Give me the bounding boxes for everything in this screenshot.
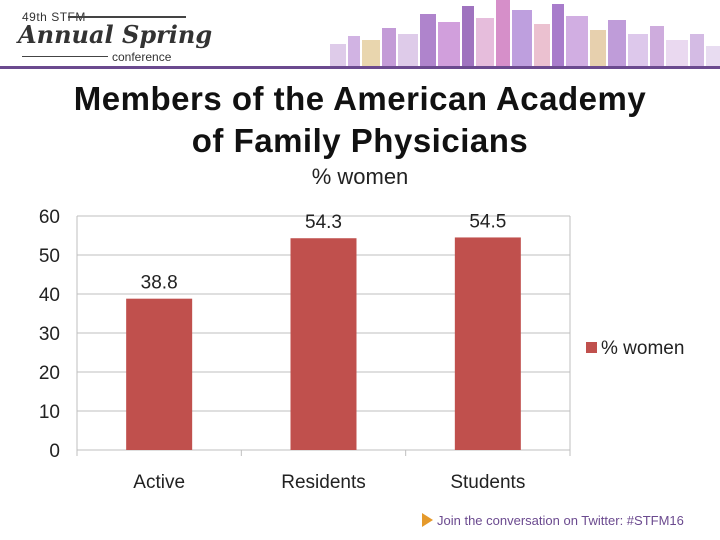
y-tick-label: 20 [39,363,60,384]
logo-edition: 49th STFM [22,10,86,24]
page-title-line-2: of Family Physicians [191,122,529,159]
y-axis: 0 10 20 30 40 50 60 [39,207,571,462]
chart-title: % women [312,164,409,189]
y-tick-label: 30 [39,324,60,345]
bar [290,238,357,450]
y-tick-label: 50 [39,246,60,267]
logo-name: Annual Spring [18,20,213,49]
legend: % women [586,338,684,359]
y-tick-label: 40 [39,285,60,306]
page-title-line-1: Members of the American Academy [73,80,647,117]
page-title: Members of the American Academy of Famil… [20,78,700,162]
legend-swatch [586,342,597,353]
data-label: 38.8 [141,273,178,294]
bar [126,298,193,450]
x-tick-label: Residents [281,472,366,493]
x-axis: Active Residents Students [76,450,571,493]
play-arrow-icon [422,513,433,527]
x-tick-label: Students [450,472,525,493]
data-label: 54.5 [469,211,506,232]
header-rule [0,66,720,69]
city-skyline-graphic [330,0,720,66]
y-tick-label: 60 [39,207,60,228]
logo-divider [68,16,186,18]
y-tick-label: 10 [39,402,60,423]
logo-divider-lower [22,56,108,57]
header: 49th STFM Annual Spring conference [0,0,720,72]
bar-chart: % women 0 10 20 30 40 50 60 38.8 54.3 54.5 Activ… [39,164,685,493]
bars: 38.8 54.3 54.5 [126,211,521,450]
bar [454,237,521,450]
x-tick-label: Active [133,472,185,493]
y-tick-label: 0 [49,441,60,462]
footer-text: Join the conversation on Twitter: #STFM1… [437,513,684,528]
logo-subtitle: conference [112,50,172,64]
data-label: 54.3 [305,212,342,233]
footer-twitter: Join the conversation on Twitter: #STFM1… [422,513,684,528]
legend-label: % women [601,338,684,359]
